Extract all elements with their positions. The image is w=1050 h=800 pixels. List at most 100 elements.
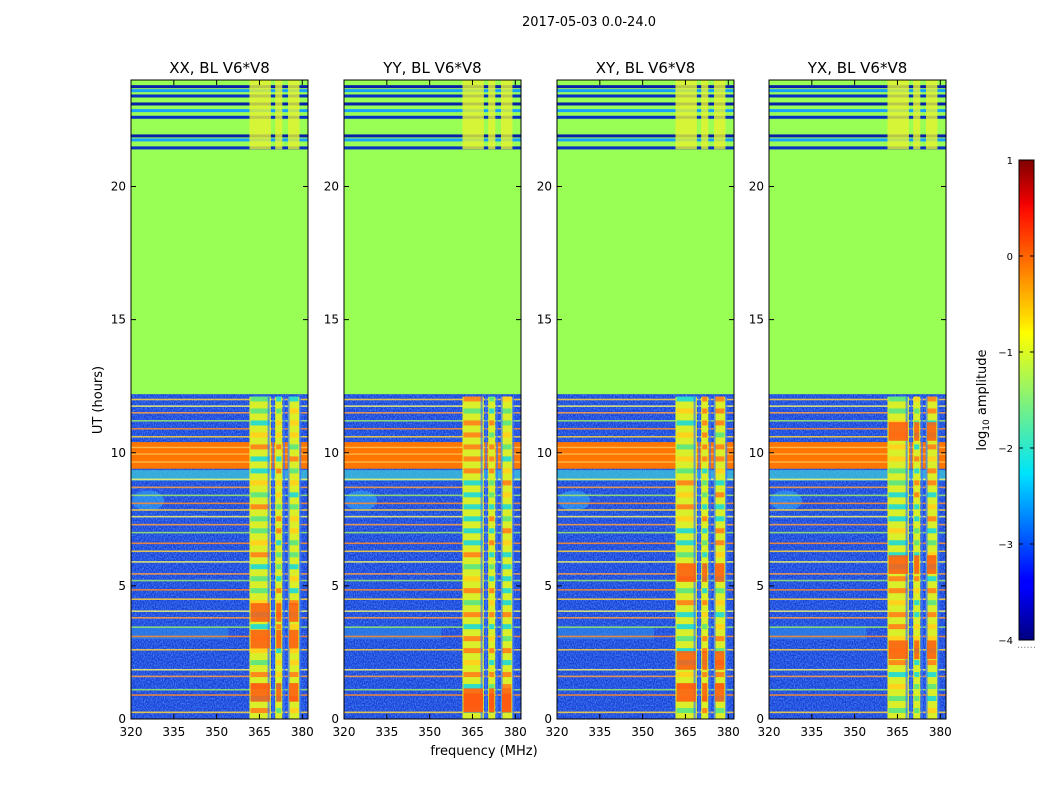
rfi-cell — [914, 408, 920, 414]
y-tick-label: 20 — [537, 180, 552, 194]
rfi-cell — [888, 684, 908, 690]
rfi-stripe — [557, 550, 734, 553]
rfi-stripe — [344, 494, 521, 497]
channel-gap — [287, 396, 290, 719]
rfi-stripe — [557, 420, 734, 422]
rfi-cell — [702, 408, 708, 414]
bright-cell — [276, 683, 282, 702]
rfi-stripe — [344, 509, 521, 511]
y-tick-label: 15 — [111, 313, 126, 327]
rfi-cell — [289, 408, 299, 414]
panel-frame — [130, 79, 309, 720]
rfi-stripe — [344, 398, 521, 401]
rfi-cell — [276, 600, 282, 606]
x-tick-label: 320 — [546, 725, 569, 739]
rfi-cell — [676, 480, 696, 486]
rfi-stripe — [769, 398, 946, 401]
rfi-cell — [289, 648, 299, 654]
rfi-cell — [888, 552, 908, 558]
rfi-stripe — [131, 542, 308, 545]
flagged-region — [344, 149, 521, 395]
bright-cell — [289, 629, 299, 649]
rfi-cell — [914, 396, 920, 402]
cyan-band — [769, 470, 946, 481]
rfi-stripe — [557, 688, 734, 691]
rfi-cell — [289, 624, 299, 630]
x-tick-label: 335 — [375, 725, 398, 739]
rfi-cell — [489, 492, 495, 498]
rfi-cell — [502, 684, 512, 690]
top-stripe — [557, 102, 734, 106]
top-stripe — [769, 134, 946, 138]
rfi-cell — [489, 540, 495, 546]
rfi-stripe — [344, 598, 521, 600]
rfi-cell — [702, 600, 708, 606]
rfi-band-line — [131, 446, 308, 449]
y-tick-label: 15 — [537, 313, 552, 327]
rfi-cell — [250, 600, 270, 606]
rfi-stripe — [769, 405, 946, 407]
rfi-stripe — [344, 427, 521, 430]
rfi-cell — [888, 492, 908, 498]
rfi-stripe — [344, 405, 521, 407]
rfi-channel-top — [926, 80, 938, 150]
top-stripe — [131, 115, 308, 119]
rfi-cell — [276, 564, 282, 570]
rfi-cell — [463, 480, 483, 486]
rfi-cell — [289, 432, 299, 438]
rfi-cell — [502, 576, 512, 582]
rfi-cell — [927, 624, 937, 630]
top-stripe — [557, 146, 734, 150]
rfi-stripe — [769, 542, 946, 545]
rfi-cell — [250, 468, 270, 474]
x-tick-label: 380 — [717, 725, 740, 739]
rfi-stripe — [344, 711, 521, 714]
rfi-cell — [888, 516, 908, 522]
top-stripe — [131, 94, 308, 98]
rfi-cell — [702, 432, 708, 438]
channel-gap — [480, 396, 483, 719]
rfi-cell — [502, 612, 512, 618]
rfi-stripe — [344, 635, 521, 638]
rfi-cell — [927, 552, 937, 558]
rfi-cell — [463, 552, 483, 558]
rfi-channel — [275, 396, 283, 719]
rfi-stripe — [557, 542, 734, 545]
rfi-cell — [289, 708, 299, 714]
rfi-cell — [502, 408, 512, 414]
rfi-cell — [715, 480, 725, 486]
channel-gap — [921, 396, 924, 719]
rfi-cell — [676, 468, 696, 474]
panel-title: YX, BL V6*V8 — [807, 59, 908, 77]
rfi-channel — [288, 396, 300, 719]
channel-gap — [283, 396, 286, 719]
x-tick-label: 320 — [120, 725, 143, 739]
rfi-cell — [702, 552, 708, 558]
y-tick-label: 15 — [749, 313, 764, 327]
cyan-band — [557, 470, 734, 481]
y-tick-label: 15 — [324, 313, 339, 327]
rfi-cell — [489, 444, 495, 450]
top-stripe — [344, 134, 521, 138]
rfi-cell — [715, 408, 725, 414]
panel-frame — [768, 79, 947, 720]
rfi-cell — [914, 516, 920, 522]
rfi-cell — [715, 624, 725, 630]
rfi-cell — [715, 648, 725, 654]
rfi-cell — [489, 624, 495, 630]
rfi-stripe — [557, 694, 734, 696]
rfi-cell — [276, 420, 282, 426]
rfi-cell — [502, 480, 512, 486]
rfi-cell — [914, 612, 920, 618]
rfi-cell — [715, 672, 725, 678]
rfi-cell — [914, 576, 920, 582]
top-stripe — [769, 115, 946, 119]
channel-gap — [512, 396, 515, 719]
cyan-band — [344, 627, 442, 640]
rfi-cell — [888, 672, 908, 678]
rfi-cell — [276, 396, 282, 402]
rfi-stripe — [131, 589, 308, 591]
rfi-cell — [289, 600, 299, 606]
rfi-cell — [927, 444, 937, 450]
